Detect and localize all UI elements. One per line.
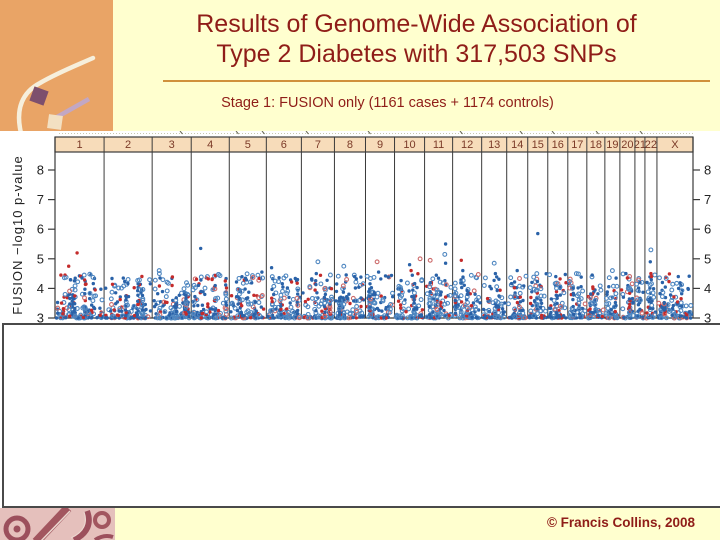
chromosome-label: 18 — [590, 139, 602, 151]
y-tick-label-left: 6 — [37, 222, 44, 237]
chromosome-label: 15 — [532, 139, 544, 151]
chromosome-label: 5 — [245, 139, 251, 151]
texture-band-highlight — [40, 510, 71, 540]
footer-texture-image — [0, 508, 115, 540]
chromosome-label: 16 — [552, 139, 564, 151]
y-tick-label-right: 3 — [704, 311, 711, 326]
y-tick-label-right: 4 — [704, 281, 711, 296]
chromosome-label: 3 — [169, 139, 175, 151]
chromosome-label: 10 — [403, 139, 415, 151]
title-line-2: Type 2 Diabetes with 317,503 SNPs — [216, 40, 617, 68]
chromosome-label: 13 — [488, 139, 500, 151]
chromosome-boundaries — [103, 137, 658, 318]
footer-bar: © Francis Collins, 2008 — [0, 508, 720, 540]
y-tick-label-left: 7 — [37, 192, 44, 207]
chromosome-label: 12 — [461, 139, 473, 151]
y-axis-label: FUSION −log10 p-value — [10, 155, 25, 314]
chromosome-label: 22 — [645, 139, 657, 151]
chromosome-label: 6 — [281, 139, 287, 151]
y-tick-label-right: 7 — [704, 192, 711, 207]
texture-band — [32, 508, 72, 540]
chromosome-label: 1 — [76, 139, 82, 151]
pin-curve-shape — [16, 55, 96, 136]
y-tick-label-left: 8 — [37, 163, 44, 178]
texture-arc — [72, 509, 92, 540]
y-tick-label-left: 4 — [37, 281, 44, 296]
scatter-points — [54, 231, 694, 321]
y-tick-label-left: 3 — [37, 311, 44, 326]
reveal-cover-box — [2, 323, 720, 508]
chromosome-label: 2 — [125, 139, 131, 151]
chromosome-label: 17 — [571, 139, 583, 151]
sidebar-decoration-panel — [0, 0, 113, 136]
copyright-credit: © Francis Collins, 2008 — [546, 515, 695, 530]
texture-arc-highlight — [70, 511, 87, 539]
chromosome-label: 14 — [511, 139, 523, 151]
cream-square-shape — [47, 114, 63, 130]
slide-subtitle: Stage 1: FUSION only (1161 cases + 1174 … — [221, 95, 554, 111]
y-tick-label-right: 5 — [704, 251, 711, 266]
clipped-caption-artifacts — [59, 131, 693, 135]
y-tick-label-right: 6 — [704, 222, 711, 237]
texture-swirl — [3, 515, 31, 540]
pushpin-decoration-graphic — [16, 55, 96, 136]
y-tick-label-right: 8 — [704, 163, 711, 178]
chromosome-label: 9 — [377, 139, 383, 151]
title-divider-line — [163, 80, 710, 82]
title-line-1: Results of Genome-Wide Association of — [196, 10, 637, 38]
y-axis-ticks: 3 3 4 4 5 5 6 6 7 7 8 8 — [37, 163, 711, 326]
chromosome-label: 4 — [207, 139, 213, 151]
y-tick-label-left: 5 — [37, 251, 44, 266]
slide-title: Results of Genome-Wide Association of Ty… — [113, 9, 720, 69]
chromosome-label: 19 — [606, 139, 618, 151]
chromosome-label: X — [671, 139, 679, 151]
chromosome-label: 11 — [433, 139, 444, 151]
title-panel: Results of Genome-Wide Association of Ty… — [113, 0, 720, 131]
chromosome-label: 21 — [634, 139, 646, 151]
chromosome-label: 8 — [347, 139, 353, 151]
texture-ring — [93, 511, 111, 529]
chromosome-label: 20 — [621, 139, 633, 151]
purple-square-shape — [29, 86, 49, 106]
texture-swirl-center — [13, 525, 21, 533]
chromosome-label: 7 — [315, 139, 321, 151]
texture-curl — [93, 534, 114, 540]
